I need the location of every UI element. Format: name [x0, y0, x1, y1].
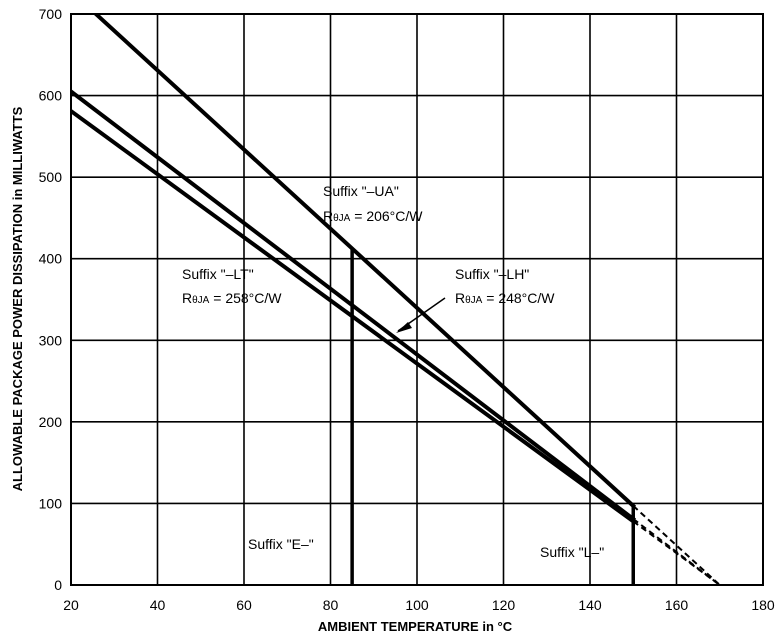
y-tick-label: 300 [39, 332, 63, 348]
annotation-ua-title: Suffix "–UA" [323, 183, 399, 199]
annotation-lt-resistance: RθJA = 258°C/W [182, 290, 282, 306]
x-tick-label: 80 [323, 597, 339, 613]
x-tick-label: 60 [236, 597, 252, 613]
annotation-lh-resistance: RθJA = 248°C/W [455, 290, 555, 306]
x-tick-label: 180 [751, 597, 775, 613]
lh-pointer-arrowhead [396, 322, 412, 333]
x-tick-label: 120 [492, 597, 516, 613]
y-tick-label: 0 [54, 577, 62, 593]
series-extension-2 [632, 520, 721, 585]
annotation-e-suffix: Suffix "E–" [248, 536, 314, 552]
series-lines [71, 14, 721, 585]
y-axis-title: ALLOWABLE PACKAGE POWER DISSIPATION in M… [10, 106, 25, 491]
x-tick-label: 160 [665, 597, 689, 613]
annotation-ua-resistance: RθJA = 206°C/W [323, 208, 423, 224]
grid [71, 14, 763, 585]
x-tick-label: 20 [63, 597, 79, 613]
limit-lines [350, 248, 635, 585]
y-tick-label: 400 [39, 251, 63, 267]
x-tick-label: 100 [405, 597, 429, 613]
x-tick-label: 40 [150, 597, 166, 613]
x-axis-title: AMBIENT TEMPERATURE in °C [318, 619, 513, 634]
y-tick-label: 200 [39, 414, 63, 430]
plot-frame [70, 13, 764, 586]
y-tick-label: 500 [39, 169, 63, 185]
x-tick-label: 140 [578, 597, 602, 613]
y-tick-label: 100 [39, 495, 63, 511]
y-tick-label: 600 [39, 88, 63, 104]
annotation-lt-title: Suffix "–LT" [182, 266, 254, 282]
tick-labels: 20 40 60 80 100 120 140 160 180 0 100 200 300 400 500 6… [39, 6, 775, 613]
y-tick-label: 700 [39, 6, 63, 22]
annotation-lh-title: Suffix "–LH" [455, 266, 529, 282]
annotation-l-suffix: Suffix "L–" [540, 544, 604, 560]
